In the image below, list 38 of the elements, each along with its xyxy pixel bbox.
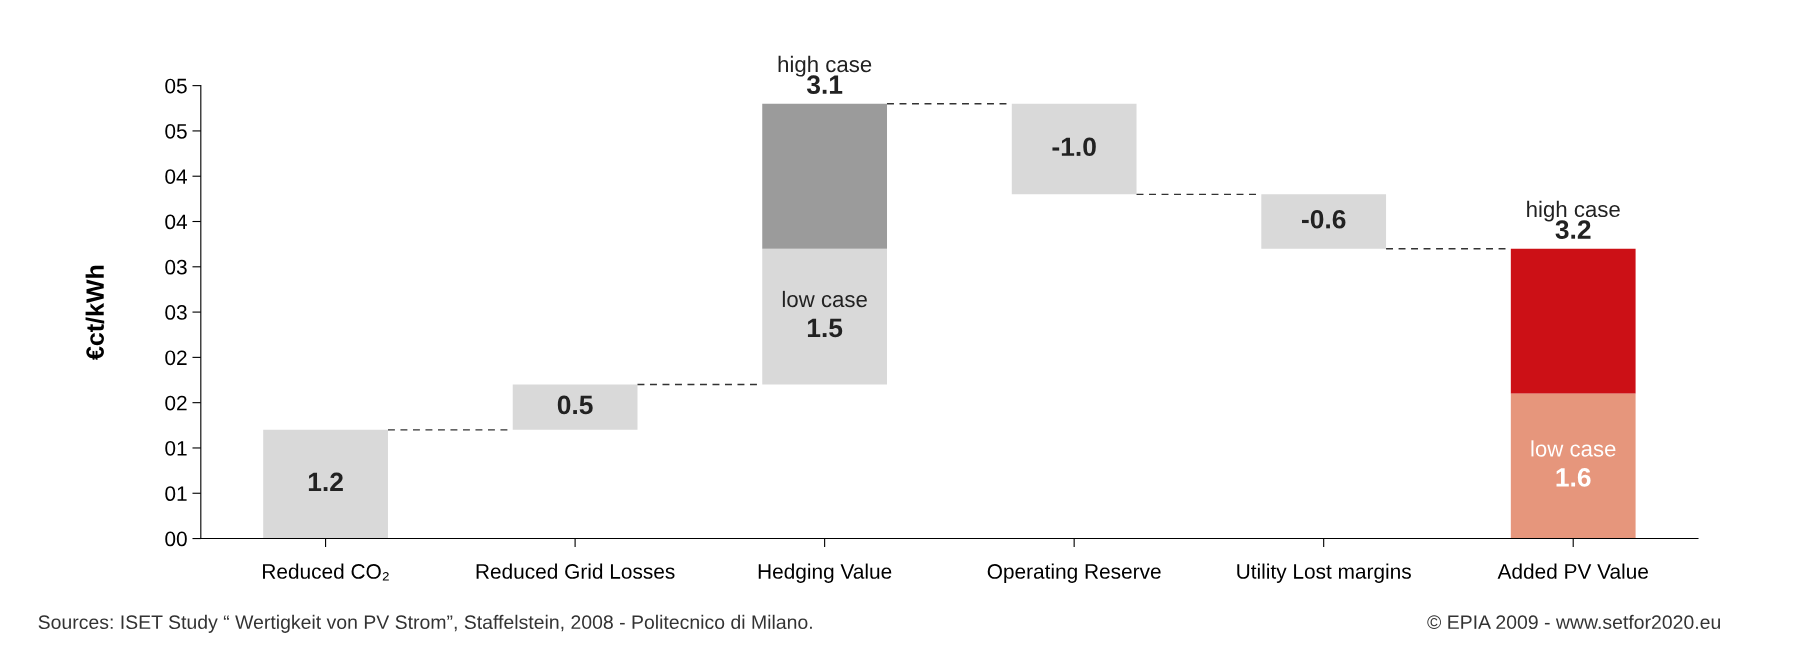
bar: [1510, 393, 1636, 539]
data-label: 1.2: [308, 472, 343, 492]
bar: [1011, 103, 1137, 195]
total-label: 3.1: [806, 75, 843, 95]
total-label: 3.2: [1555, 220, 1591, 239]
annotation: low case: [1531, 440, 1616, 457]
x-tick-label: Utility Lost margins: [1237, 563, 1411, 583]
y-tick-label: 02: [165, 395, 187, 411]
y-tick-label: 01: [165, 440, 187, 456]
y-tick-label: 04: [165, 169, 188, 184]
data-label: 1.6: [1556, 468, 1591, 487]
data-label: 0.5: [557, 395, 593, 415]
y-tick-label: 01: [165, 486, 187, 502]
y-tick-label: 00: [165, 531, 187, 547]
source-note: Sources: ISET Study “ Wertigkeit von PV Strom”, Staffelstein, 2008 - Politecnico di Milano.: [38, 614, 812, 633]
bar: [263, 429, 388, 539]
x-tick-label: Reduced CO₂: [263, 563, 389, 581]
bar: [762, 103, 888, 249]
bar: [1510, 248, 1636, 394]
x-tick-label: Added PV Value: [1497, 563, 1648, 579]
annotation: low case: [782, 290, 867, 308]
x-tick-label: Operating Reserve: [987, 563, 1161, 583]
y-tick-label: 05: [165, 123, 187, 139]
y-tick-label: 03: [165, 259, 187, 275]
x-tick-label: Reduced Grid Losses: [476, 563, 675, 579]
text: © EPIA 2009 - www.setfor2020.eu: [1427, 614, 1720, 630]
y-tick-label: 04: [165, 214, 188, 230]
y-axis-title: €ct/kWh: [85, 265, 105, 360]
data-label: -0.6: [1301, 209, 1346, 229]
bar: [762, 248, 888, 385]
y-tick-label: 02: [165, 350, 187, 366]
y-tick-label: 05: [165, 78, 187, 94]
data-label: -1.0: [1052, 137, 1096, 157]
data-label: 1.5: [807, 318, 843, 338]
x-tick-label: Hedging Value: [758, 563, 892, 583]
bar: [1261, 194, 1387, 249]
bar: [512, 384, 638, 430]
y-tick-label: 03: [165, 305, 187, 320]
